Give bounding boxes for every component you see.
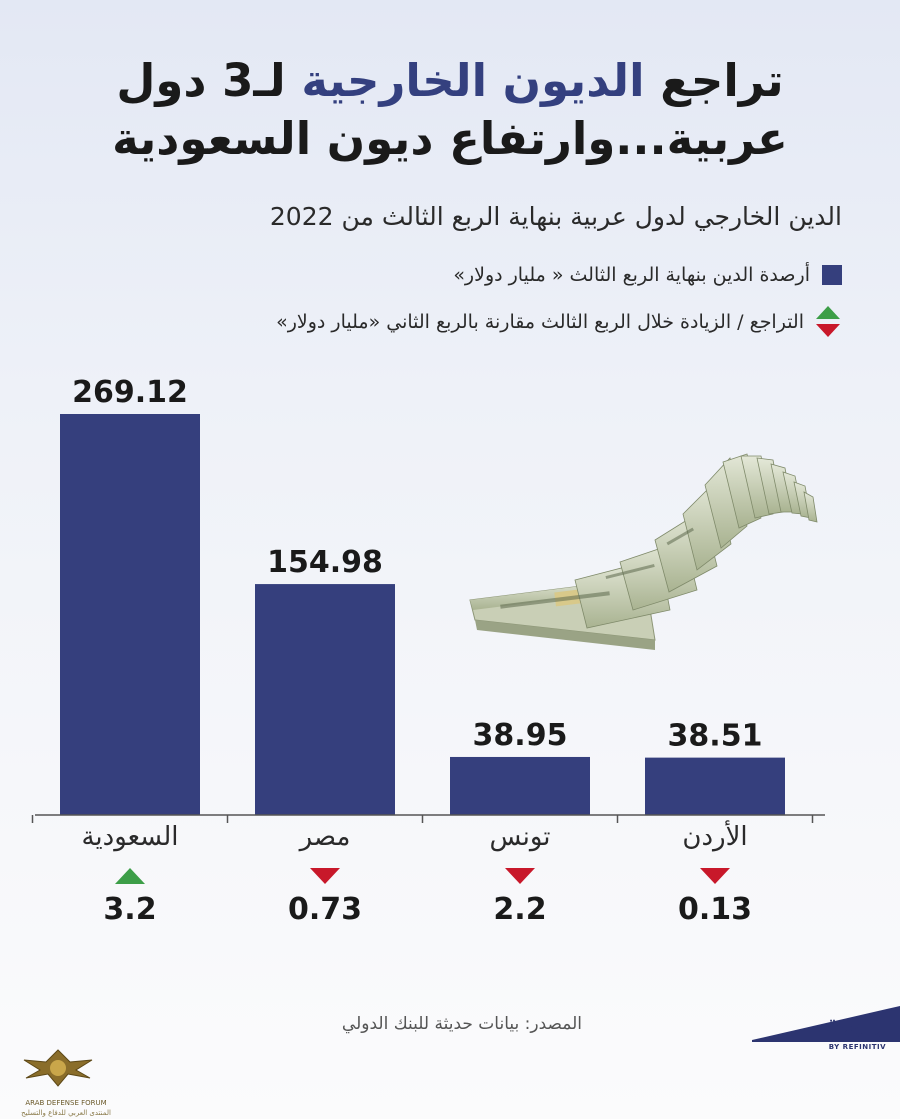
money-stack-image <box>469 453 818 650</box>
change-value-1: 0.73 <box>287 892 363 927</box>
bar-2 <box>450 756 590 815</box>
category-label-2: تونس <box>489 822 551 852</box>
legend-change-label: التراجع / الزيادة خلال الربع الثالث مقار… <box>276 311 804 333</box>
bar-0 <box>60 414 200 815</box>
legend-balance-label: أرصدة الدين بنهاية الربع الثالث « مليار … <box>453 264 810 286</box>
forum-watermark-subtitle: المنتدى العربي للدفاع والتسليح <box>21 1109 111 1117</box>
brand-logo-text: زاوية <box>825 1010 886 1038</box>
forum-eagle-logo <box>23 1049 93 1087</box>
up-down-triangles-icon <box>814 305 842 339</box>
chart-subtitle: الدين الخارجي لدول عربية بنهاية الربع ال… <box>269 202 842 231</box>
title-word-end: لـ3 دول <box>116 54 286 107</box>
category-label-1: مصر <box>299 822 351 852</box>
bar-value-label-3: 38.51 <box>668 719 763 754</box>
decrease-triangle-icon <box>700 868 730 884</box>
source-note: المصدر: بيانات حديثة للبنك الدولي <box>341 1014 582 1034</box>
chart-title: تراجع الديون الخارجية لـ3 دول عربية...وا… <box>60 52 840 168</box>
decrease-triangle-icon <box>310 868 340 884</box>
brand-tagline: BY REFINITIV <box>828 1043 886 1051</box>
bar-3 <box>645 757 785 815</box>
category-label-3: الأردن <box>682 822 748 852</box>
bar-value-label-1: 154.98 <box>267 545 383 580</box>
title-line-1: تراجع الديون الخارجية لـ3 دول <box>60 52 840 110</box>
bar-value-label-0: 269.12 <box>72 375 188 410</box>
legend-bar-swatch <box>822 265 842 285</box>
category-label-0: السعودية <box>81 822 179 852</box>
legend-balance: أرصدة الدين بنهاية الربع الثالث « مليار … <box>62 258 842 292</box>
title-line-2: عربية...وارتفاع ديون السعودية <box>112 112 788 165</box>
legend-change: التراجع / الزيادة خلال الربع الثالث مقار… <box>62 305 842 339</box>
brand-band <box>752 1006 900 1042</box>
change-value-0: 3.2 <box>103 892 157 927</box>
forum-watermark-name: ARAB DEFENSE FORUM <box>25 1099 107 1107</box>
title-highlight: الديون الخارجية <box>301 54 645 107</box>
bar-value-label-2: 38.95 <box>473 718 568 753</box>
title-word-start: تراجع <box>660 54 784 107</box>
change-value-2: 2.2 <box>493 892 547 927</box>
decrease-triangle-icon <box>505 868 535 884</box>
increase-triangle-icon <box>115 868 145 884</box>
bar-1 <box>255 584 395 815</box>
change-value-3: 0.13 <box>677 892 753 927</box>
